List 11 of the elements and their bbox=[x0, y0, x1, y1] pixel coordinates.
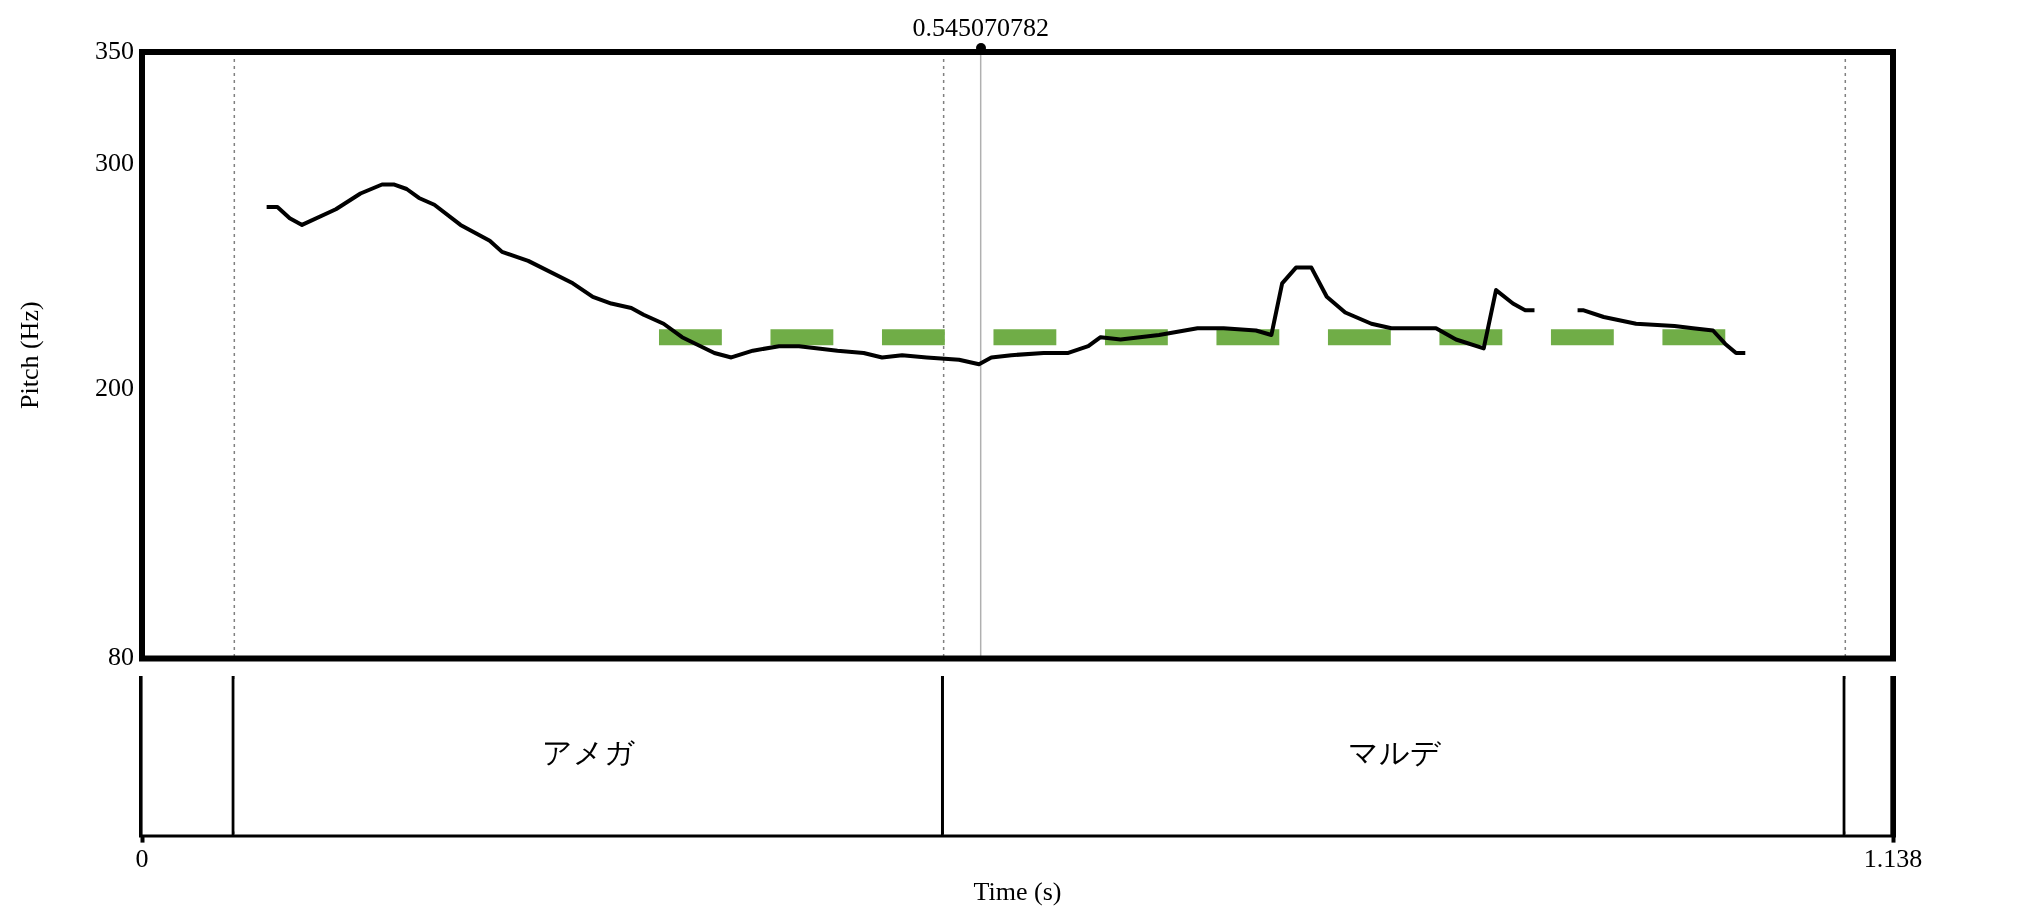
x-axis-title: Time (s) bbox=[973, 877, 1062, 907]
x-tick-label: 1.138 bbox=[1863, 844, 1923, 874]
ref-line-label: 0.545070782 bbox=[912, 12, 1049, 42]
y-tick-label: 80 bbox=[108, 642, 134, 672]
data-label: アメガ bbox=[542, 736, 636, 770]
y-axis-title: Pitch (Hz) bbox=[15, 301, 45, 409]
y-tick-label: 200 bbox=[95, 372, 134, 402]
x-tick-label: 0 bbox=[135, 844, 149, 874]
y-tick-label: 350 bbox=[95, 35, 134, 65]
data-label: マルデ bbox=[1347, 736, 1442, 770]
y-tick-label: 300 bbox=[95, 148, 134, 178]
